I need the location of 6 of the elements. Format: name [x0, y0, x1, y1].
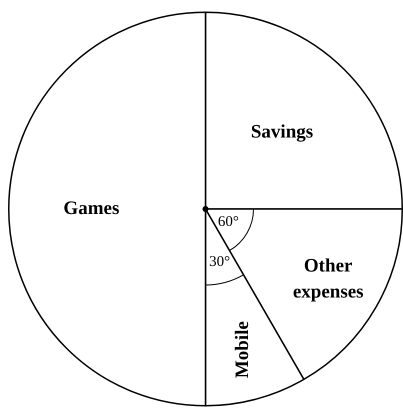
slice-label: Savings — [250, 121, 314, 142]
slice-label: Mobile — [232, 321, 254, 378]
slice-label: Games — [63, 198, 120, 219]
slice-label: Other expenses — [292, 256, 364, 303]
text: 30° — [209, 254, 230, 270]
text: 60° — [218, 214, 239, 230]
